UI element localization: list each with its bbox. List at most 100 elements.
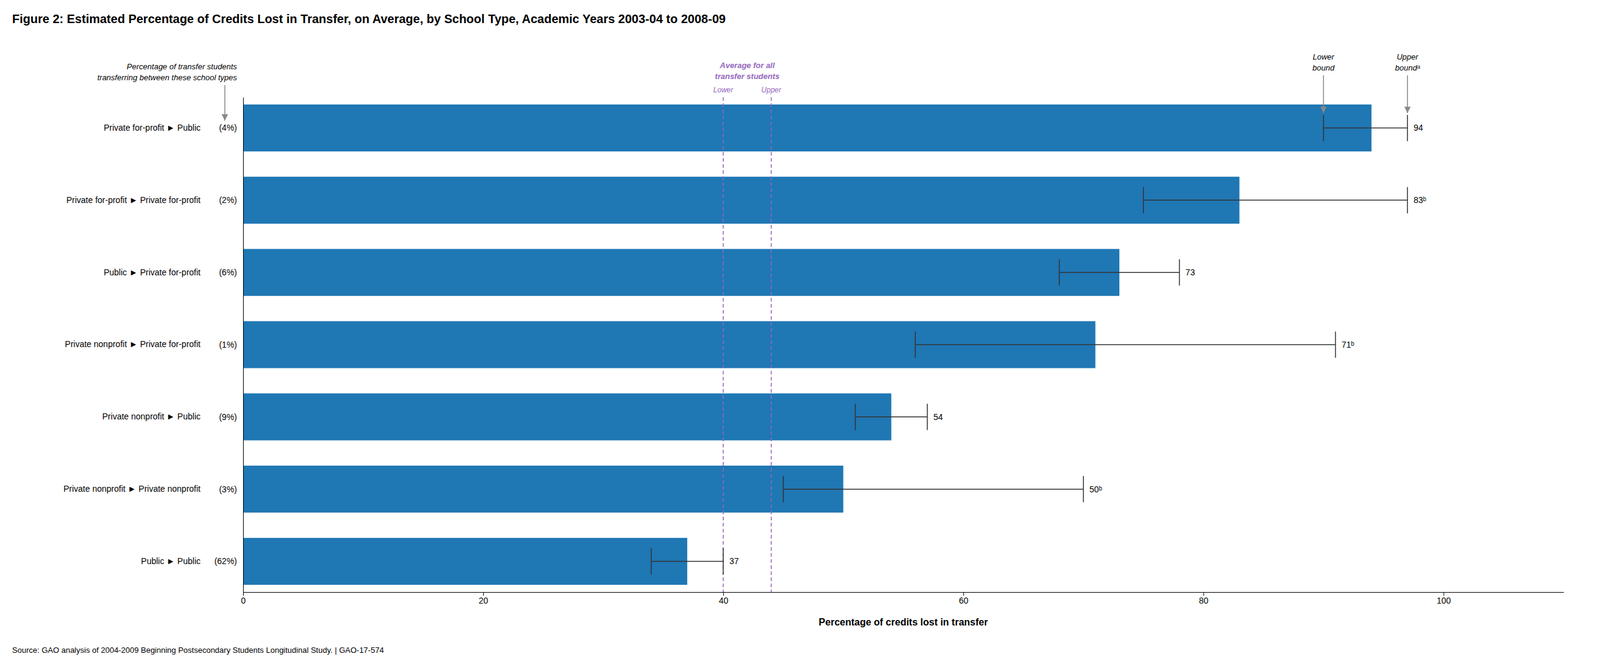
average-label: Upper	[761, 85, 783, 95]
y-tick: Private for-profit ► Private for-profit	[66, 195, 201, 205]
error-bar	[1059, 259, 1180, 286]
category-label: Public ► Public	[140, 556, 201, 566]
annotation-arrow	[1406, 75, 1408, 114]
average-label: Lower	[713, 85, 735, 95]
y-tick: Private for-profit ► Public	[103, 122, 201, 133]
pct-label: (6%)	[218, 267, 237, 278]
text-line: Average for all	[719, 60, 776, 70]
x-axis-title: Percentage of credits lost in transfer	[818, 616, 988, 628]
y-axis-line	[243, 97, 244, 593]
x-tick: 80	[1198, 591, 1209, 606]
bar	[243, 465, 844, 513]
pct-label: (3%)	[218, 484, 237, 495]
error-bar-cap	[926, 403, 928, 430]
error-bar-line	[1059, 271, 1180, 273]
data-label: 50ᵇ	[1089, 484, 1103, 495]
text-line: transfer students	[715, 71, 780, 81]
annotation: Percentage of transfer studentstransferr…	[97, 61, 237, 83]
x-tick: 60	[958, 591, 969, 606]
data-label: 94	[1413, 122, 1424, 133]
error-bar-cap	[1322, 114, 1325, 141]
text-line: transferring between these school types	[97, 72, 237, 83]
error-bar-cap	[915, 331, 917, 358]
average-line	[722, 97, 724, 592]
x-tick-label: 80	[1198, 595, 1209, 606]
x-tick-label: 20	[478, 595, 489, 606]
text-line: bound	[1312, 63, 1336, 73]
y-tick: Public ► Private for-profit	[103, 267, 201, 278]
x-tick: 20	[478, 591, 489, 606]
x-tick-label: 60	[958, 595, 969, 606]
x-tick: 0	[241, 591, 247, 606]
bar	[243, 393, 892, 440]
pct-label: (2%)	[218, 195, 237, 205]
x-tick-label: 0	[241, 595, 247, 606]
y-tick: Private nonprofit ► Private for-profit	[65, 339, 201, 349]
text-line: Percentage of transfer students	[127, 61, 238, 72]
x-tick: 100	[1436, 591, 1452, 606]
bar	[243, 537, 688, 585]
error-bar-cap	[722, 548, 724, 575]
labels: (62%) (3%) (9%) (1%) (6%) (2%) (4%) 37 50ᵇ 54 71ᵇ 7…	[97, 52, 1427, 566]
annotation-arrow	[224, 85, 226, 121]
error-bar-cap	[1059, 259, 1061, 286]
marks	[243, 97, 1408, 592]
category-label: Private nonprofit ► Private nonprofit	[63, 483, 201, 494]
error-bar	[1143, 187, 1408, 214]
pct-label: (4%)	[218, 122, 237, 133]
text-line: Lower	[1312, 52, 1335, 62]
category-label: Private nonprofit ► Public	[102, 411, 201, 422]
error-bar	[915, 331, 1336, 358]
error-bar-line	[1323, 127, 1408, 129]
y-tick: Private nonprofit ► Public	[102, 411, 201, 422]
category-label: Private nonprofit ► Private for-profit	[65, 339, 201, 349]
y-tick: Private nonprofit ► Private nonprofit	[63, 483, 201, 494]
error-bar-cap	[650, 548, 653, 575]
bar	[243, 104, 1372, 152]
footnote: Source: GAO analysis of 2004-2009 Beginn…	[12, 645, 385, 655]
error-bar-cap	[854, 403, 857, 430]
error-bar-line	[783, 488, 1084, 490]
bar	[243, 249, 1120, 296]
y-axis: Public ► Public Private nonprofit ► Priva…	[63, 97, 244, 593]
error-bar-cap	[1143, 187, 1145, 214]
data-label: 83ᵇ	[1413, 195, 1427, 205]
bar	[243, 176, 1240, 224]
annotation: Average for alltransfer students	[715, 60, 780, 81]
error-bar-cap	[1335, 331, 1337, 358]
error-bar-cap	[1082, 475, 1085, 502]
error-bar-line	[1143, 199, 1408, 202]
error-bar-cap	[1178, 259, 1181, 286]
data-label: 73	[1185, 267, 1196, 278]
pct-label: (62%)	[214, 556, 237, 566]
y-tick: Public ► Public	[140, 556, 201, 566]
error-bar-line	[651, 560, 724, 563]
x-axis-line	[243, 591, 1565, 593]
annotation: Lowerbound	[1312, 52, 1336, 73]
annotation: Upperboundᵃ	[1395, 52, 1421, 73]
x-axis: 0 20 40 60 80 100	[241, 591, 1565, 606]
category-label: Private for-profit ► Public	[103, 122, 201, 133]
pct-label: (9%)	[218, 412, 237, 422]
plot: 0 20 40 60 80 100 Public ► Public Private nonpr…	[63, 52, 1564, 628]
chart: Figure 2: Estimated Percentage of Credit…	[0, 0, 1600, 665]
text-line: boundᵃ	[1395, 63, 1421, 73]
x-tick-label: 40	[718, 595, 729, 606]
average-line	[770, 97, 772, 592]
category-label: Public ► Private for-profit	[103, 267, 201, 278]
annotation-arrow	[1322, 75, 1325, 114]
error-bar-cap	[782, 475, 784, 502]
error-bar	[651, 548, 724, 575]
text-line: Upper	[1396, 52, 1419, 62]
error-bar-line	[854, 416, 928, 418]
x-tick-label: 100	[1436, 595, 1452, 606]
error-bar-cap	[1406, 187, 1408, 214]
pct-label: (1%)	[218, 339, 237, 350]
data-label: 37	[729, 556, 739, 566]
data-label: 54	[933, 412, 944, 422]
title: Figure 2: Estimated Percentage of Credit…	[12, 12, 726, 26]
error-bar	[1323, 114, 1408, 141]
data-label: 71ᵇ	[1341, 339, 1355, 350]
error-bar	[854, 403, 928, 430]
error-bar	[783, 475, 1084, 502]
